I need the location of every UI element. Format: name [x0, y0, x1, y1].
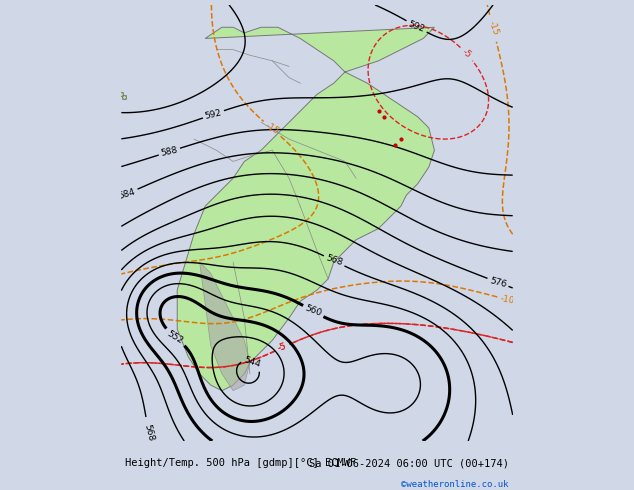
Text: -5: -5 [276, 342, 288, 353]
Text: -5: -5 [276, 342, 288, 353]
Text: 592: 592 [204, 108, 223, 121]
Text: 568: 568 [142, 423, 155, 441]
Text: 576: 576 [488, 276, 507, 289]
Text: 568: 568 [325, 254, 344, 268]
Text: -15: -15 [486, 20, 500, 37]
Text: Height/Temp. 500 hPa [gdmp][°C] ECMWF: Height/Temp. 500 hPa [gdmp][°C] ECMWF [126, 459, 356, 468]
Text: -5: -5 [460, 48, 473, 60]
Point [619, 91, 630, 98]
Text: 584: 584 [118, 187, 137, 200]
Point [619, 91, 630, 98]
Text: Sa 01-06-2024 06:00 UTC (00+174): Sa 01-06-2024 06:00 UTC (00+174) [309, 459, 508, 468]
Text: 544: 544 [242, 355, 261, 368]
Text: -15: -15 [264, 121, 281, 137]
Text: ©weatheronline.co.uk: ©weatheronline.co.uk [401, 480, 508, 489]
Polygon shape [178, 27, 434, 391]
Text: 592: 592 [407, 19, 426, 34]
Point [619, 91, 630, 98]
Text: 560: 560 [304, 304, 323, 318]
Text: 552: 552 [165, 329, 185, 345]
Text: 588: 588 [160, 146, 179, 158]
Text: -10: -10 [499, 294, 515, 305]
Polygon shape [200, 262, 250, 391]
